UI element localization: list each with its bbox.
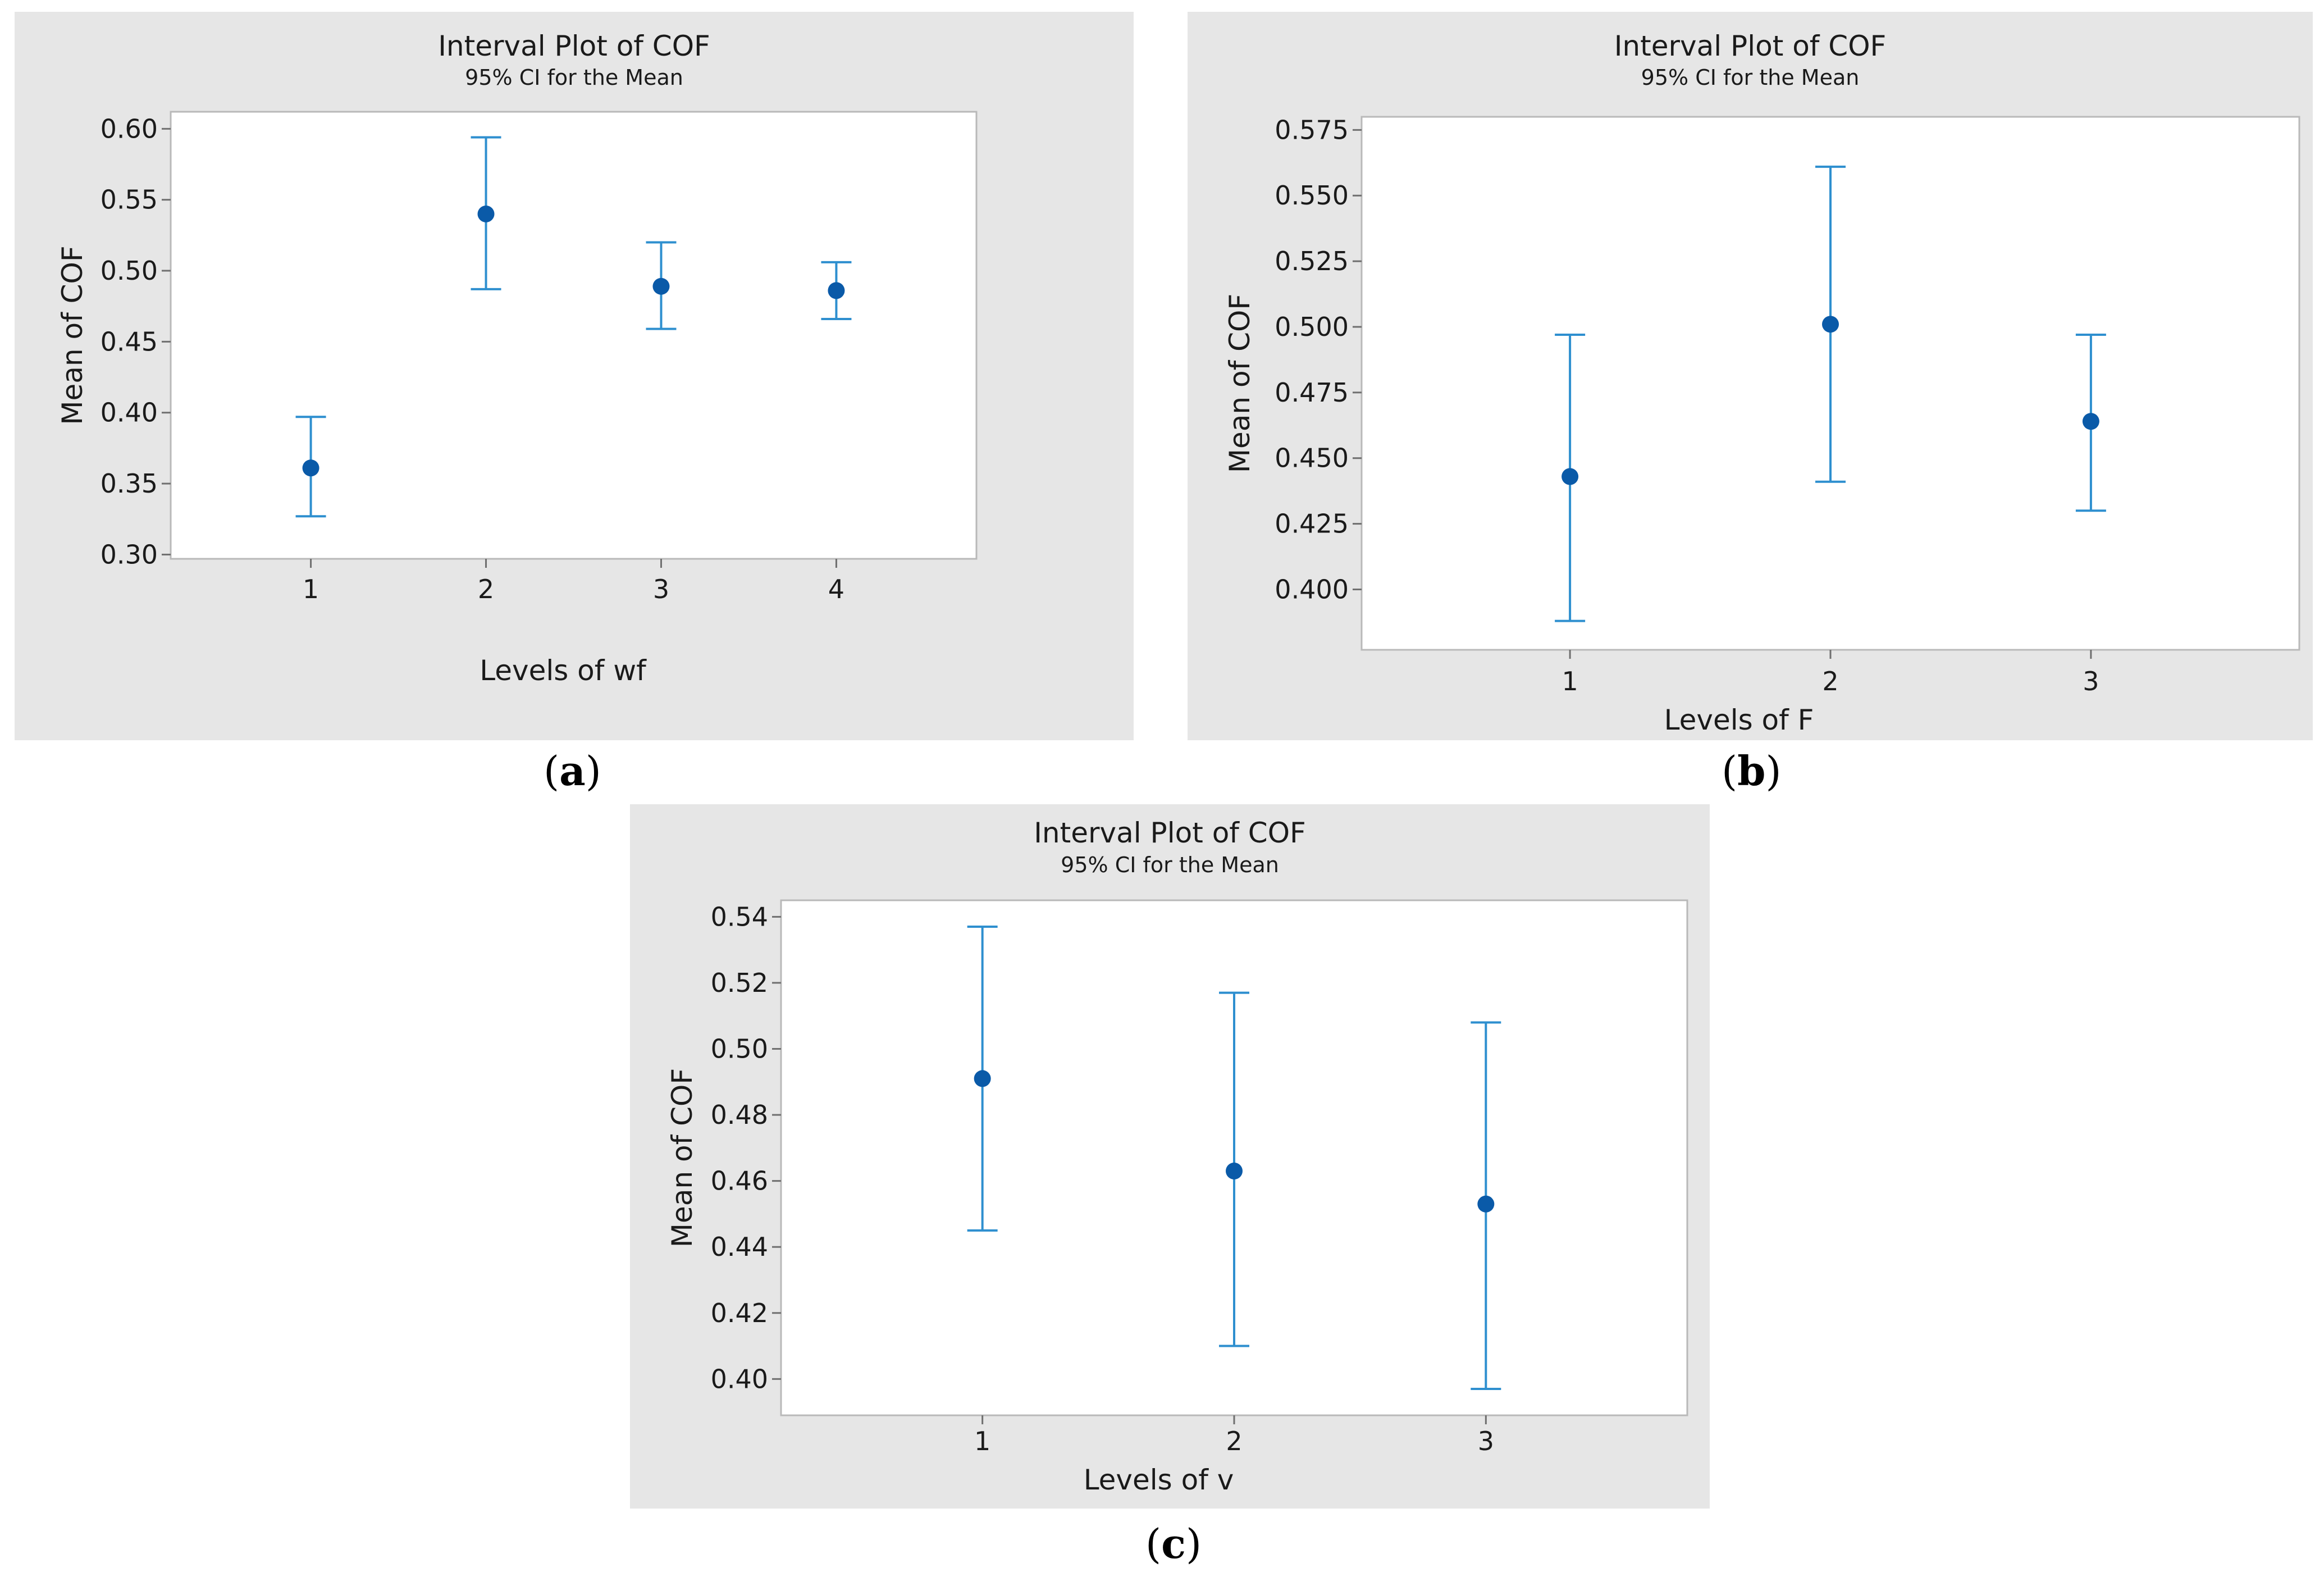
mean-point <box>302 459 319 477</box>
x-tick-label: 1 <box>1561 666 1578 696</box>
mean-point <box>974 1070 991 1087</box>
plot-area <box>170 111 978 560</box>
caption-b-letter: b <box>1737 747 1766 795</box>
x-tick-label: 4 <box>828 574 844 604</box>
y-tick-label: 0.550 <box>1275 180 1349 211</box>
y-axis-label: Mean of COF <box>1223 294 1256 473</box>
y-tick-label: 0.475 <box>1275 377 1349 408</box>
caption-c-letter: c <box>1161 1520 1186 1568</box>
x-tick-label: 3 <box>2083 666 2099 696</box>
y-tick-label: 0.55 <box>101 185 158 215</box>
mean-point <box>1822 316 1839 333</box>
mean-point <box>1561 468 1579 485</box>
y-tick-label: 0.44 <box>711 1232 768 1262</box>
chart-title: Interval Plot of COF <box>1034 817 1306 849</box>
x-tick-label: 2 <box>1226 1426 1242 1456</box>
y-tick-label: 0.50 <box>711 1034 768 1064</box>
mean-point <box>652 277 670 295</box>
y-axis-label: Mean of COF <box>666 1068 698 1247</box>
y-tick-label: 0.425 <box>1275 509 1349 539</box>
y-tick-label: 0.30 <box>101 539 158 569</box>
interval-plot-panel-b: Interval Plot of COF 95% CI for the Mean 0… <box>1188 12 2313 740</box>
interval-plot-b-svg: Interval Plot of COF 95% CI for the Mean 0… <box>1223 30 2300 736</box>
mean-point <box>828 282 845 299</box>
interval-plot-panel-c: Interval Plot of COF 95% CI for the Mean 0… <box>630 804 1710 1509</box>
mean-point <box>2082 413 2099 430</box>
x-tick-label: 1 <box>303 574 319 604</box>
y-axis-label: Mean of COF <box>56 245 89 425</box>
chart-title: Interval Plot of COF <box>1614 30 1887 62</box>
x-tick-label: 2 <box>478 574 494 604</box>
y-tick-label: 0.40 <box>711 1364 768 1394</box>
y-tick-label: 0.575 <box>1275 115 1349 145</box>
y-tick-label: 0.45 <box>101 326 158 357</box>
y-tick-label: 0.46 <box>711 1166 768 1196</box>
mean-point <box>1477 1195 1495 1213</box>
chart-subtitle: 95% CI for the Mean <box>1641 65 1860 90</box>
y-tick-label: 0.60 <box>101 113 158 144</box>
y-tick-label: 0.40 <box>101 398 158 428</box>
y-tick-label: 0.42 <box>711 1298 768 1328</box>
x-tick-label: 1 <box>974 1426 990 1456</box>
x-axis-label: Levels of F <box>1664 704 1814 736</box>
mean-point <box>477 205 495 222</box>
x-tick-label: 3 <box>1478 1426 1494 1456</box>
interval-plot-a-svg: Interval Plot of COF 95% CI for the Mean 0… <box>56 30 978 687</box>
y-tick-label: 0.48 <box>711 1100 768 1130</box>
y-tick-label: 0.35 <box>101 468 158 499</box>
y-tick-label: 0.52 <box>711 968 768 998</box>
y-tick-label: 0.400 <box>1275 574 1349 604</box>
mean-point <box>1226 1163 1243 1180</box>
caption-b: (b) <box>1722 747 1782 795</box>
chart-subtitle: 95% CI for the Mean <box>1061 853 1279 877</box>
y-tick-label: 0.50 <box>101 256 158 286</box>
x-axis-label: Levels of wf <box>480 654 647 687</box>
x-tick-label: 3 <box>653 574 669 604</box>
y-tick-label: 0.500 <box>1275 312 1349 342</box>
chart-title: Interval Plot of COF <box>438 30 710 62</box>
interval-plot-panel-a: Interval Plot of COF 95% CI for the Mean 0… <box>15 12 1134 740</box>
y-tick-label: 0.54 <box>711 901 768 932</box>
chart-subtitle: 95% CI for the Mean <box>465 65 683 90</box>
caption-a-letter: a <box>559 747 586 795</box>
interval-plot-c-svg: Interval Plot of COF 95% CI for the Mean 0… <box>666 817 1688 1496</box>
x-axis-label: Levels of v <box>1084 1464 1234 1496</box>
y-tick-label: 0.525 <box>1275 246 1349 276</box>
x-tick-label: 2 <box>1822 666 1838 696</box>
caption-a: (a) <box>544 747 601 795</box>
y-tick-label: 0.450 <box>1275 443 1349 473</box>
caption-c: (c) <box>1145 1520 1202 1568</box>
